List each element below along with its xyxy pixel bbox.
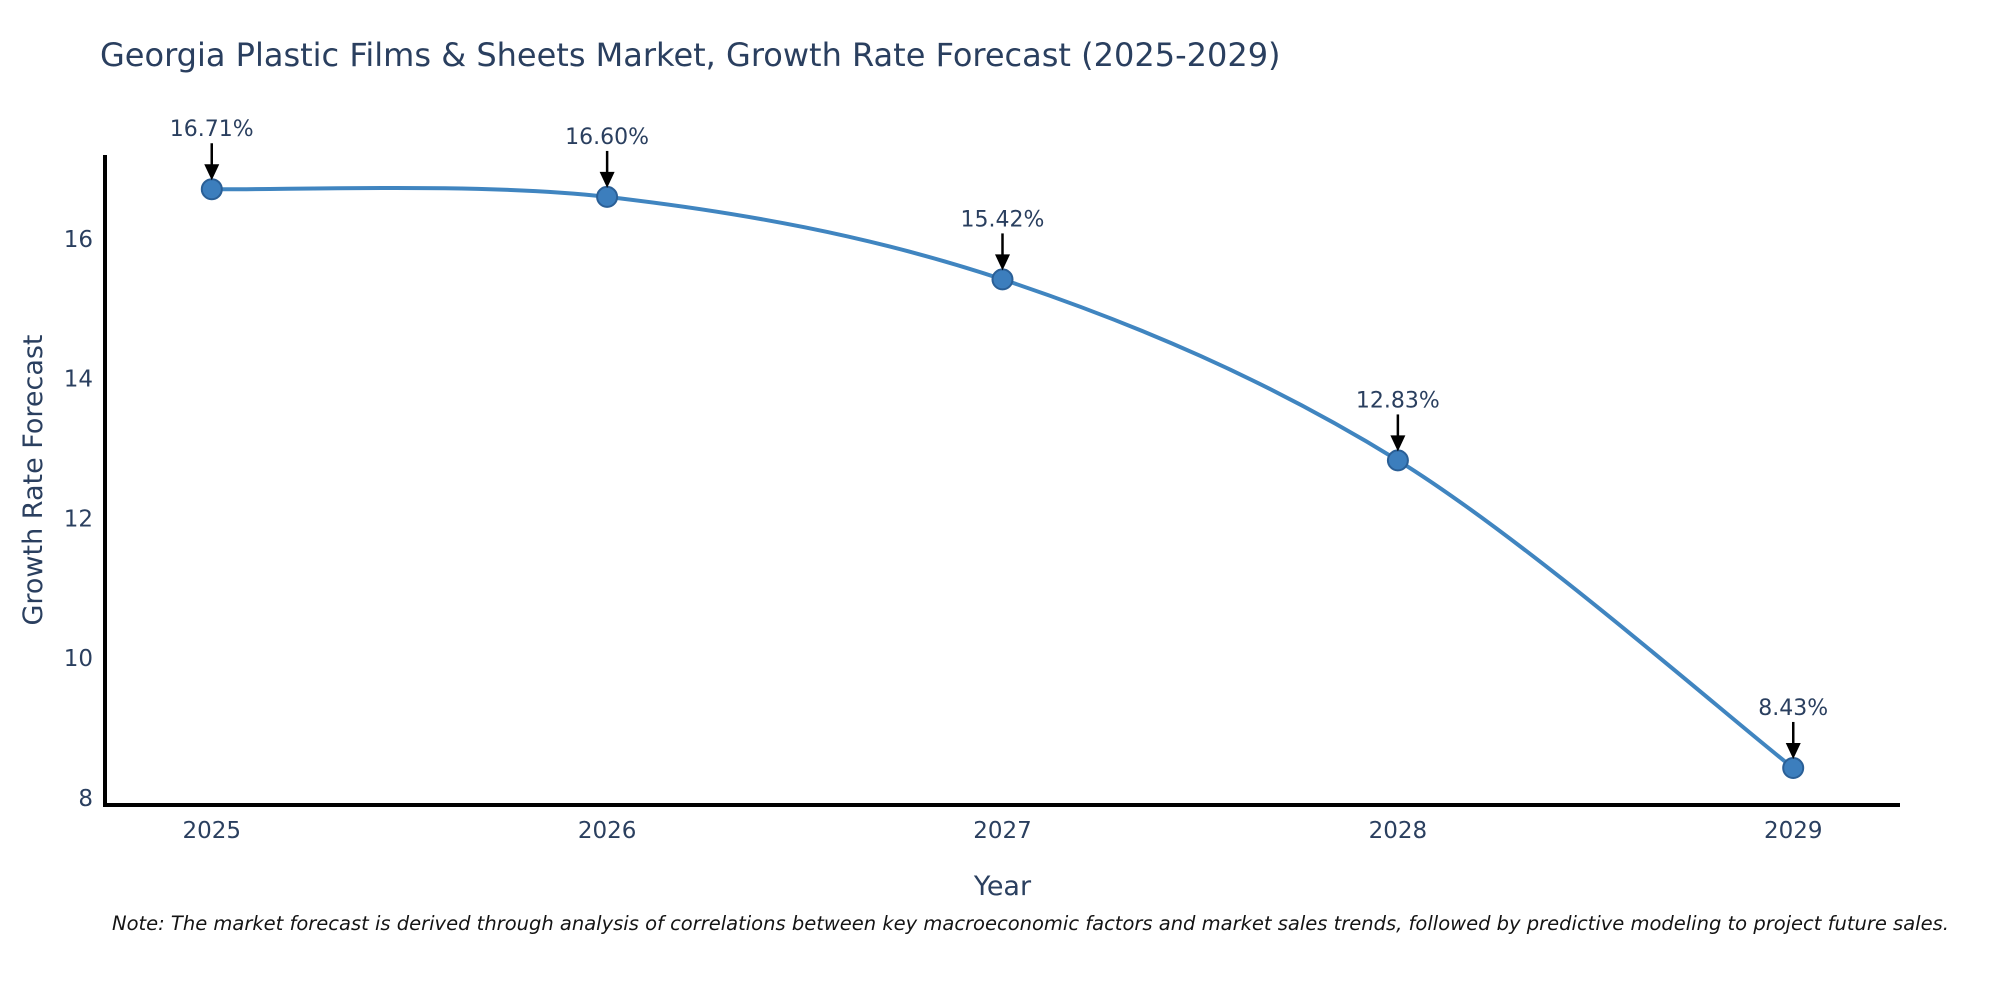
x-tick-label: 2027: [973, 818, 1032, 844]
annotation-arrowhead-icon: [1390, 435, 1406, 452]
data-point-2029: [1782, 757, 1805, 779]
annotation-arrowhead-icon: [204, 164, 220, 181]
y-tick-label: 10: [64, 646, 93, 672]
x-tick-label: 2025: [182, 818, 241, 844]
chart-title: Georgia Plastic Films & Sheets Market, G…: [100, 36, 1281, 74]
data-point-2025: [200, 178, 223, 201]
annotation-label-2029: 8.43%: [1758, 696, 1828, 721]
x-tick-label: 2026: [578, 818, 637, 844]
annotation-label-2026: 16.60%: [565, 125, 649, 150]
x-tick-label: 2029: [1764, 818, 1823, 844]
annotation-arrowhead-icon: [599, 171, 615, 188]
x-axis-title: Year: [973, 871, 1032, 902]
annotation-arrowhead-icon: [995, 254, 1010, 271]
y-tick-label: 12: [64, 506, 93, 532]
annotation-label-2027: 15.42%: [961, 207, 1045, 232]
y-tick-label: 16: [64, 227, 93, 253]
annotation-label-2025: 16.71%: [170, 117, 254, 142]
data-point-2028: [1386, 449, 1409, 472]
annotation-arrowhead-icon: [1785, 742, 1801, 759]
x-tick-label: 2028: [1369, 818, 1428, 844]
data-point-2027: [991, 268, 1014, 291]
y-axis-title: Growth Rate Forecast: [18, 334, 49, 625]
y-tick-label: 14: [64, 367, 93, 393]
data-point-2026: [596, 185, 619, 208]
annotation-label-2028: 12.83%: [1356, 388, 1440, 413]
y-tick-label: 8: [78, 786, 93, 812]
chart-footnote: Note: The market forecast is derived thr…: [112, 912, 1949, 935]
